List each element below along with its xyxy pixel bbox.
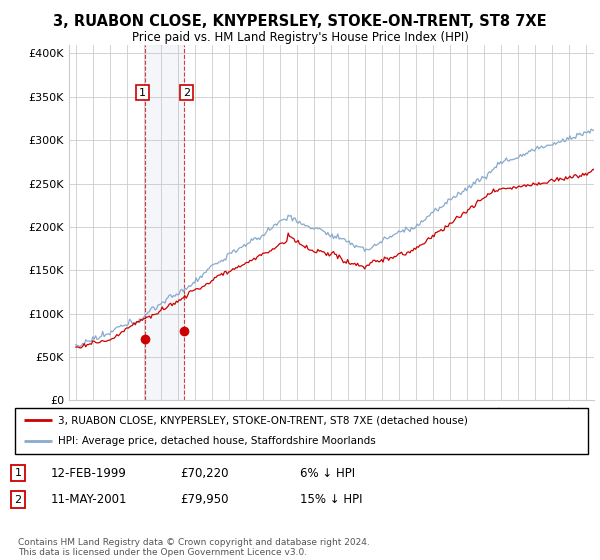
Text: 11-MAY-2001: 11-MAY-2001 xyxy=(51,493,128,506)
Bar xyxy=(145,45,184,400)
FancyBboxPatch shape xyxy=(15,408,588,454)
Text: 6% ↓ HPI: 6% ↓ HPI xyxy=(300,466,355,480)
Text: £70,220: £70,220 xyxy=(180,466,229,480)
Text: £79,950: £79,950 xyxy=(180,493,229,506)
Text: Contains HM Land Registry data © Crown copyright and database right 2024.
This d: Contains HM Land Registry data © Crown c… xyxy=(18,538,370,557)
Text: Price paid vs. HM Land Registry's House Price Index (HPI): Price paid vs. HM Land Registry's House … xyxy=(131,31,469,44)
Text: 3, RUABON CLOSE, KNYPERSLEY, STOKE-ON-TRENT, ST8 7XE (detached house): 3, RUABON CLOSE, KNYPERSLEY, STOKE-ON-TR… xyxy=(58,415,468,425)
Text: 1: 1 xyxy=(14,468,22,478)
Text: HPI: Average price, detached house, Staffordshire Moorlands: HPI: Average price, detached house, Staf… xyxy=(58,436,376,446)
Text: 1: 1 xyxy=(139,87,146,97)
Text: 2: 2 xyxy=(183,87,190,97)
Text: 3, RUABON CLOSE, KNYPERSLEY, STOKE-ON-TRENT, ST8 7XE: 3, RUABON CLOSE, KNYPERSLEY, STOKE-ON-TR… xyxy=(53,14,547,29)
Text: 15% ↓ HPI: 15% ↓ HPI xyxy=(300,493,362,506)
Text: 2: 2 xyxy=(14,494,22,505)
Text: 12-FEB-1999: 12-FEB-1999 xyxy=(51,466,127,480)
